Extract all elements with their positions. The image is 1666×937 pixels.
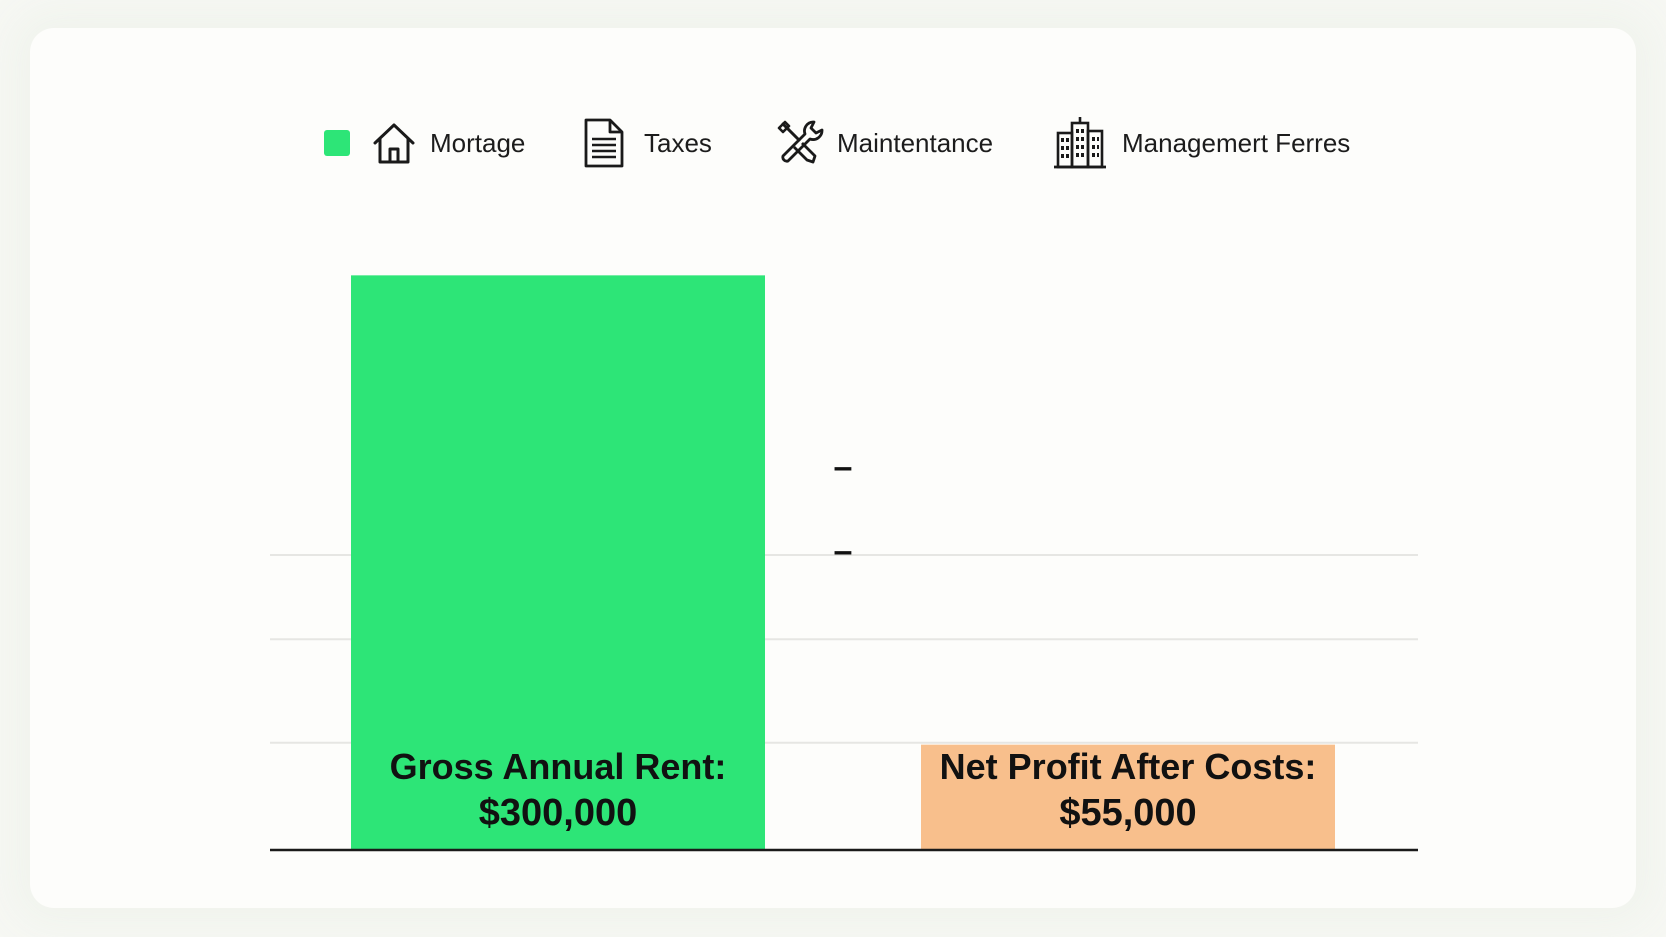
minus-sign-1: –: [834, 532, 853, 570]
house-icon: [373, 123, 415, 164]
legend-label-management-fees: Managemert Ferres: [1122, 127, 1351, 158]
chart-panel: [30, 28, 1636, 908]
legend-item-management-fees: Managemert Ferres: [1052, 110, 1350, 176]
operator-signs: ––: [834, 448, 853, 570]
building-icon: [1054, 117, 1106, 169]
legend-item-maintenance: Maintentance: [775, 110, 993, 176]
bar-category-label-0: Gross Annual Rent:: [390, 746, 727, 787]
legend-swatch-mortgage: [324, 130, 350, 156]
document-icon: [584, 118, 624, 168]
legend-item-taxes: Taxes: [582, 110, 712, 176]
bar-labels: Gross Annual Rent: $300,000 Net Profit Aft…: [390, 746, 1317, 834]
tools-icon: [777, 120, 824, 164]
bar-category-label-1: Net Profit After Costs:: [940, 746, 1317, 787]
legend-label-maintenance: Maintentance: [837, 127, 994, 158]
bars: [351, 275, 1335, 850]
legend-item-mortgage: Mortage: [324, 110, 525, 176]
chart-legend: Mortage Taxes Maintentance: [0, 110, 1666, 176]
minus-sign-0: –: [834, 448, 853, 486]
bar-value-label-0: $300,000: [479, 792, 638, 834]
bar-0: [351, 275, 765, 850]
legend-label-mortgage: Mortage: [430, 127, 526, 158]
legend-label-taxes: Taxes: [644, 127, 712, 158]
bar-1: [921, 744, 1335, 850]
bar-value-label-1: $55,000: [1059, 792, 1196, 834]
